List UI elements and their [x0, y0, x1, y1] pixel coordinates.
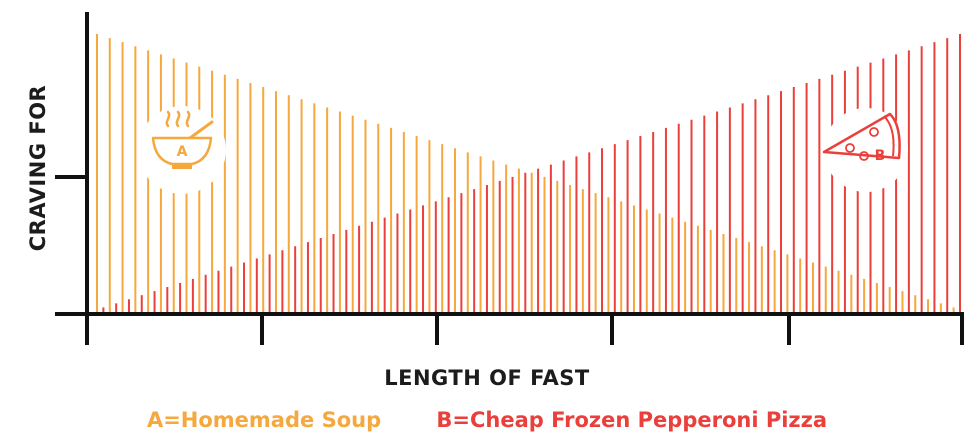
- soup-icon-label: A: [177, 144, 188, 160]
- series-a-bars: [96, 34, 955, 313]
- legend-item-b: B=Cheap Frozen Pepperoni Pizza: [436, 408, 828, 432]
- legend: A=Homemade Soup B=Cheap Frozen Pepperoni…: [0, 408, 974, 432]
- legend-item-a: A=Homemade Soup: [146, 408, 382, 432]
- series-b-bars: [102, 34, 962, 313]
- pizza-icon-label: B: [875, 148, 886, 164]
- axes: [55, 12, 964, 345]
- pizza-slice-icon: B: [822, 108, 908, 192]
- x-axis-label: LENGTH OF FAST: [384, 366, 590, 390]
- soup-bowl-icon: A: [138, 106, 226, 194]
- y-axis-label: CRAVING FOR: [26, 84, 50, 252]
